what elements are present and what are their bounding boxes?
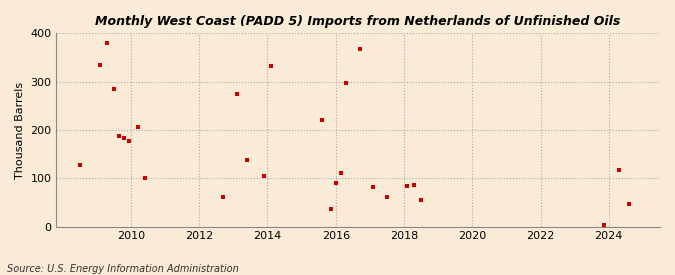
Y-axis label: Thousand Barrels: Thousand Barrels: [15, 81, 25, 178]
Point: [341, 80, 352, 85]
Point: [614, 168, 624, 172]
Point: [416, 197, 427, 202]
Point: [265, 64, 276, 68]
Point: [624, 202, 634, 206]
Point: [317, 118, 327, 122]
Point: [95, 62, 105, 67]
Point: [119, 136, 130, 140]
Point: [335, 171, 346, 176]
Point: [113, 134, 124, 138]
Point: [330, 180, 341, 185]
Point: [242, 158, 252, 163]
Point: [325, 207, 336, 211]
Point: [409, 183, 420, 187]
Point: [598, 223, 609, 227]
Point: [259, 174, 269, 178]
Point: [381, 194, 392, 199]
Point: [132, 124, 143, 129]
Point: [218, 194, 229, 199]
Point: [124, 139, 134, 143]
Point: [232, 92, 242, 96]
Point: [139, 176, 150, 180]
Title: Monthly West Coast (PADD 5) Imports from Netherlands of Unfinished Oils: Monthly West Coast (PADD 5) Imports from…: [95, 15, 620, 28]
Point: [102, 41, 113, 45]
Point: [74, 163, 85, 167]
Text: Source: U.S. Energy Information Administration: Source: U.S. Energy Information Administ…: [7, 264, 238, 274]
Point: [354, 46, 365, 51]
Point: [368, 185, 379, 189]
Point: [402, 183, 413, 188]
Point: [109, 87, 119, 91]
